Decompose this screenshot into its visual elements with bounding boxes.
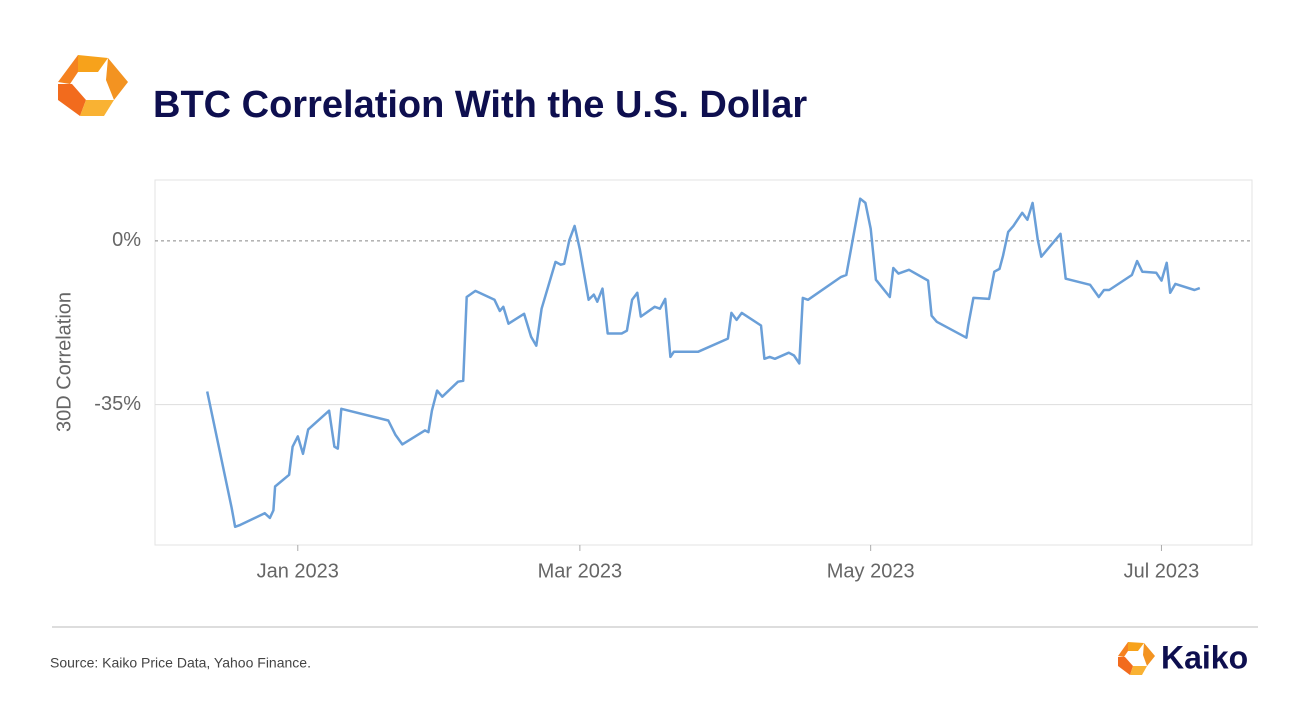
- source-note: Source: Kaiko Price Data, Yahoo Finance.: [50, 655, 311, 671]
- kaiko-logo-mark: [58, 55, 128, 116]
- x-tick-label: May 2023: [827, 560, 915, 582]
- x-tick-label: Jan 2023: [257, 560, 339, 582]
- x-tick-label: Jul 2023: [1124, 560, 1200, 582]
- brand-logo-mark: [1118, 642, 1155, 675]
- y-tick-label: -35%: [94, 393, 141, 415]
- data-line: [205, 197, 1201, 529]
- y-tick-label: 0%: [112, 229, 141, 251]
- plot-frame: [154, 179, 1253, 546]
- chart-title: BTC Correlation With the U.S. Dollar: [153, 84, 807, 126]
- x-tick-label: Mar 2023: [538, 560, 623, 582]
- y-axis-label: 30D Correlation: [53, 292, 75, 432]
- brand-name: Kaiko: [1161, 639, 1248, 675]
